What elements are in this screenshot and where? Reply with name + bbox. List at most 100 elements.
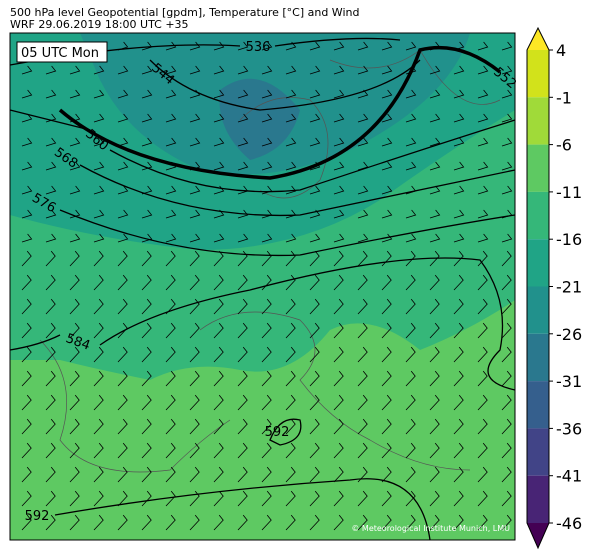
- wind-barb: [429, 209, 441, 219]
- wind-barb: [357, 418, 368, 435]
- wind-barb: [69, 89, 81, 99]
- wind-barb: [21, 394, 32, 411]
- wind-barb: [309, 185, 321, 195]
- wind-barb: [165, 322, 176, 339]
- wind-barb: [93, 137, 105, 147]
- wind-barb: [357, 137, 369, 147]
- wind-barb: [117, 185, 129, 195]
- wind-barb: [93, 185, 105, 195]
- wind-barb: [189, 514, 200, 531]
- wind-barb: [333, 113, 345, 123]
- wind-barb: [429, 346, 440, 363]
- time-label: 05 UTC Mon: [21, 46, 99, 61]
- wind-barb: [261, 370, 272, 387]
- colorbar-band: [527, 333, 549, 382]
- wind-barb: [453, 209, 465, 219]
- wind-barb: [165, 161, 177, 171]
- wind-barb: [381, 137, 393, 147]
- wind-barb: [261, 466, 272, 483]
- wind-barb: [381, 89, 393, 99]
- wind-barb: [261, 65, 273, 75]
- wind-barb: [237, 418, 248, 435]
- wind-barb: [285, 41, 297, 51]
- wind-barb: [21, 346, 32, 363]
- wind-barb: [141, 233, 153, 243]
- wind-barb: [381, 274, 392, 291]
- wind-barb: [165, 418, 176, 435]
- wind-barb: [477, 89, 489, 99]
- wind-barb: [189, 490, 200, 507]
- wind-barb: [213, 514, 224, 531]
- wind-barb: [237, 514, 248, 531]
- wind-barb: [285, 233, 297, 243]
- wind-barb: [333, 394, 344, 411]
- wind-barb: [237, 89, 249, 99]
- wind-barb: [477, 41, 489, 51]
- wind-barb: [261, 514, 272, 531]
- wind-barb: [285, 65, 297, 75]
- wind-barb: [21, 274, 32, 291]
- wind-barb: [501, 394, 512, 411]
- wind-barb: [237, 274, 248, 291]
- colorbar-band: [527, 191, 549, 240]
- wind-barb: [45, 250, 56, 267]
- wind-barb: [189, 185, 201, 195]
- wind-barb: [45, 370, 56, 387]
- wind-barb: [453, 89, 465, 99]
- wind-barb: [261, 89, 273, 99]
- wind-barb: [117, 346, 128, 363]
- wind-barb: [93, 466, 104, 483]
- wind-barb: [453, 418, 464, 435]
- wind-barb: [477, 322, 488, 339]
- wind-barb: [93, 113, 105, 123]
- map-frame: [9, 32, 516, 541]
- wind-barb: [501, 514, 512, 531]
- wind-barb: [189, 370, 200, 387]
- wind-barb: [213, 322, 224, 339]
- wind-barbs: [21, 41, 513, 531]
- wind-barb: [501, 274, 512, 291]
- wind-barb: [165, 514, 176, 531]
- wind-barb: [357, 250, 368, 267]
- wind-barb: [429, 394, 440, 411]
- wind-barb: [69, 65, 81, 75]
- wind-barb: [429, 89, 441, 99]
- wind-barb: [141, 418, 152, 435]
- colorbar-band: [527, 381, 549, 429]
- wind-barb: [333, 250, 344, 267]
- wind-barb: [165, 370, 176, 387]
- contours: [9, 37, 516, 541]
- wind-barb: [453, 185, 465, 195]
- wind-barb: [381, 322, 392, 339]
- colorbar-tick-label: -21: [556, 278, 582, 297]
- wind-barb: [237, 322, 248, 339]
- wind-barb: [117, 233, 129, 243]
- colorbar-tick-label: 4: [556, 41, 566, 60]
- wind-barb: [453, 274, 464, 291]
- wind-barb: [69, 442, 80, 459]
- wind-barb: [501, 298, 512, 315]
- wind-barb: [141, 322, 152, 339]
- wind-barb: [69, 322, 80, 339]
- wind-barb: [93, 250, 104, 267]
- wind-barb: [165, 298, 176, 315]
- wind-barb: [309, 137, 321, 147]
- wind-barb: [453, 161, 465, 171]
- wind-barb: [261, 274, 272, 291]
- wind-barb: [141, 514, 152, 531]
- wind-barb: [357, 113, 369, 123]
- wind-barb: [237, 209, 249, 219]
- wind-barb: [21, 185, 33, 195]
- wind-barb: [93, 442, 104, 459]
- wind-barb: [381, 161, 393, 171]
- wind-barb: [429, 113, 441, 123]
- wind-barb: [93, 418, 104, 435]
- wind-barb: [357, 65, 369, 75]
- wind-barb: [165, 250, 176, 267]
- wind-barb: [93, 346, 104, 363]
- wind-barb: [501, 65, 513, 75]
- wind-barb: [165, 346, 176, 363]
- wind-barb: [381, 185, 393, 195]
- wind-barb: [45, 298, 56, 315]
- wind-barb: [333, 89, 345, 99]
